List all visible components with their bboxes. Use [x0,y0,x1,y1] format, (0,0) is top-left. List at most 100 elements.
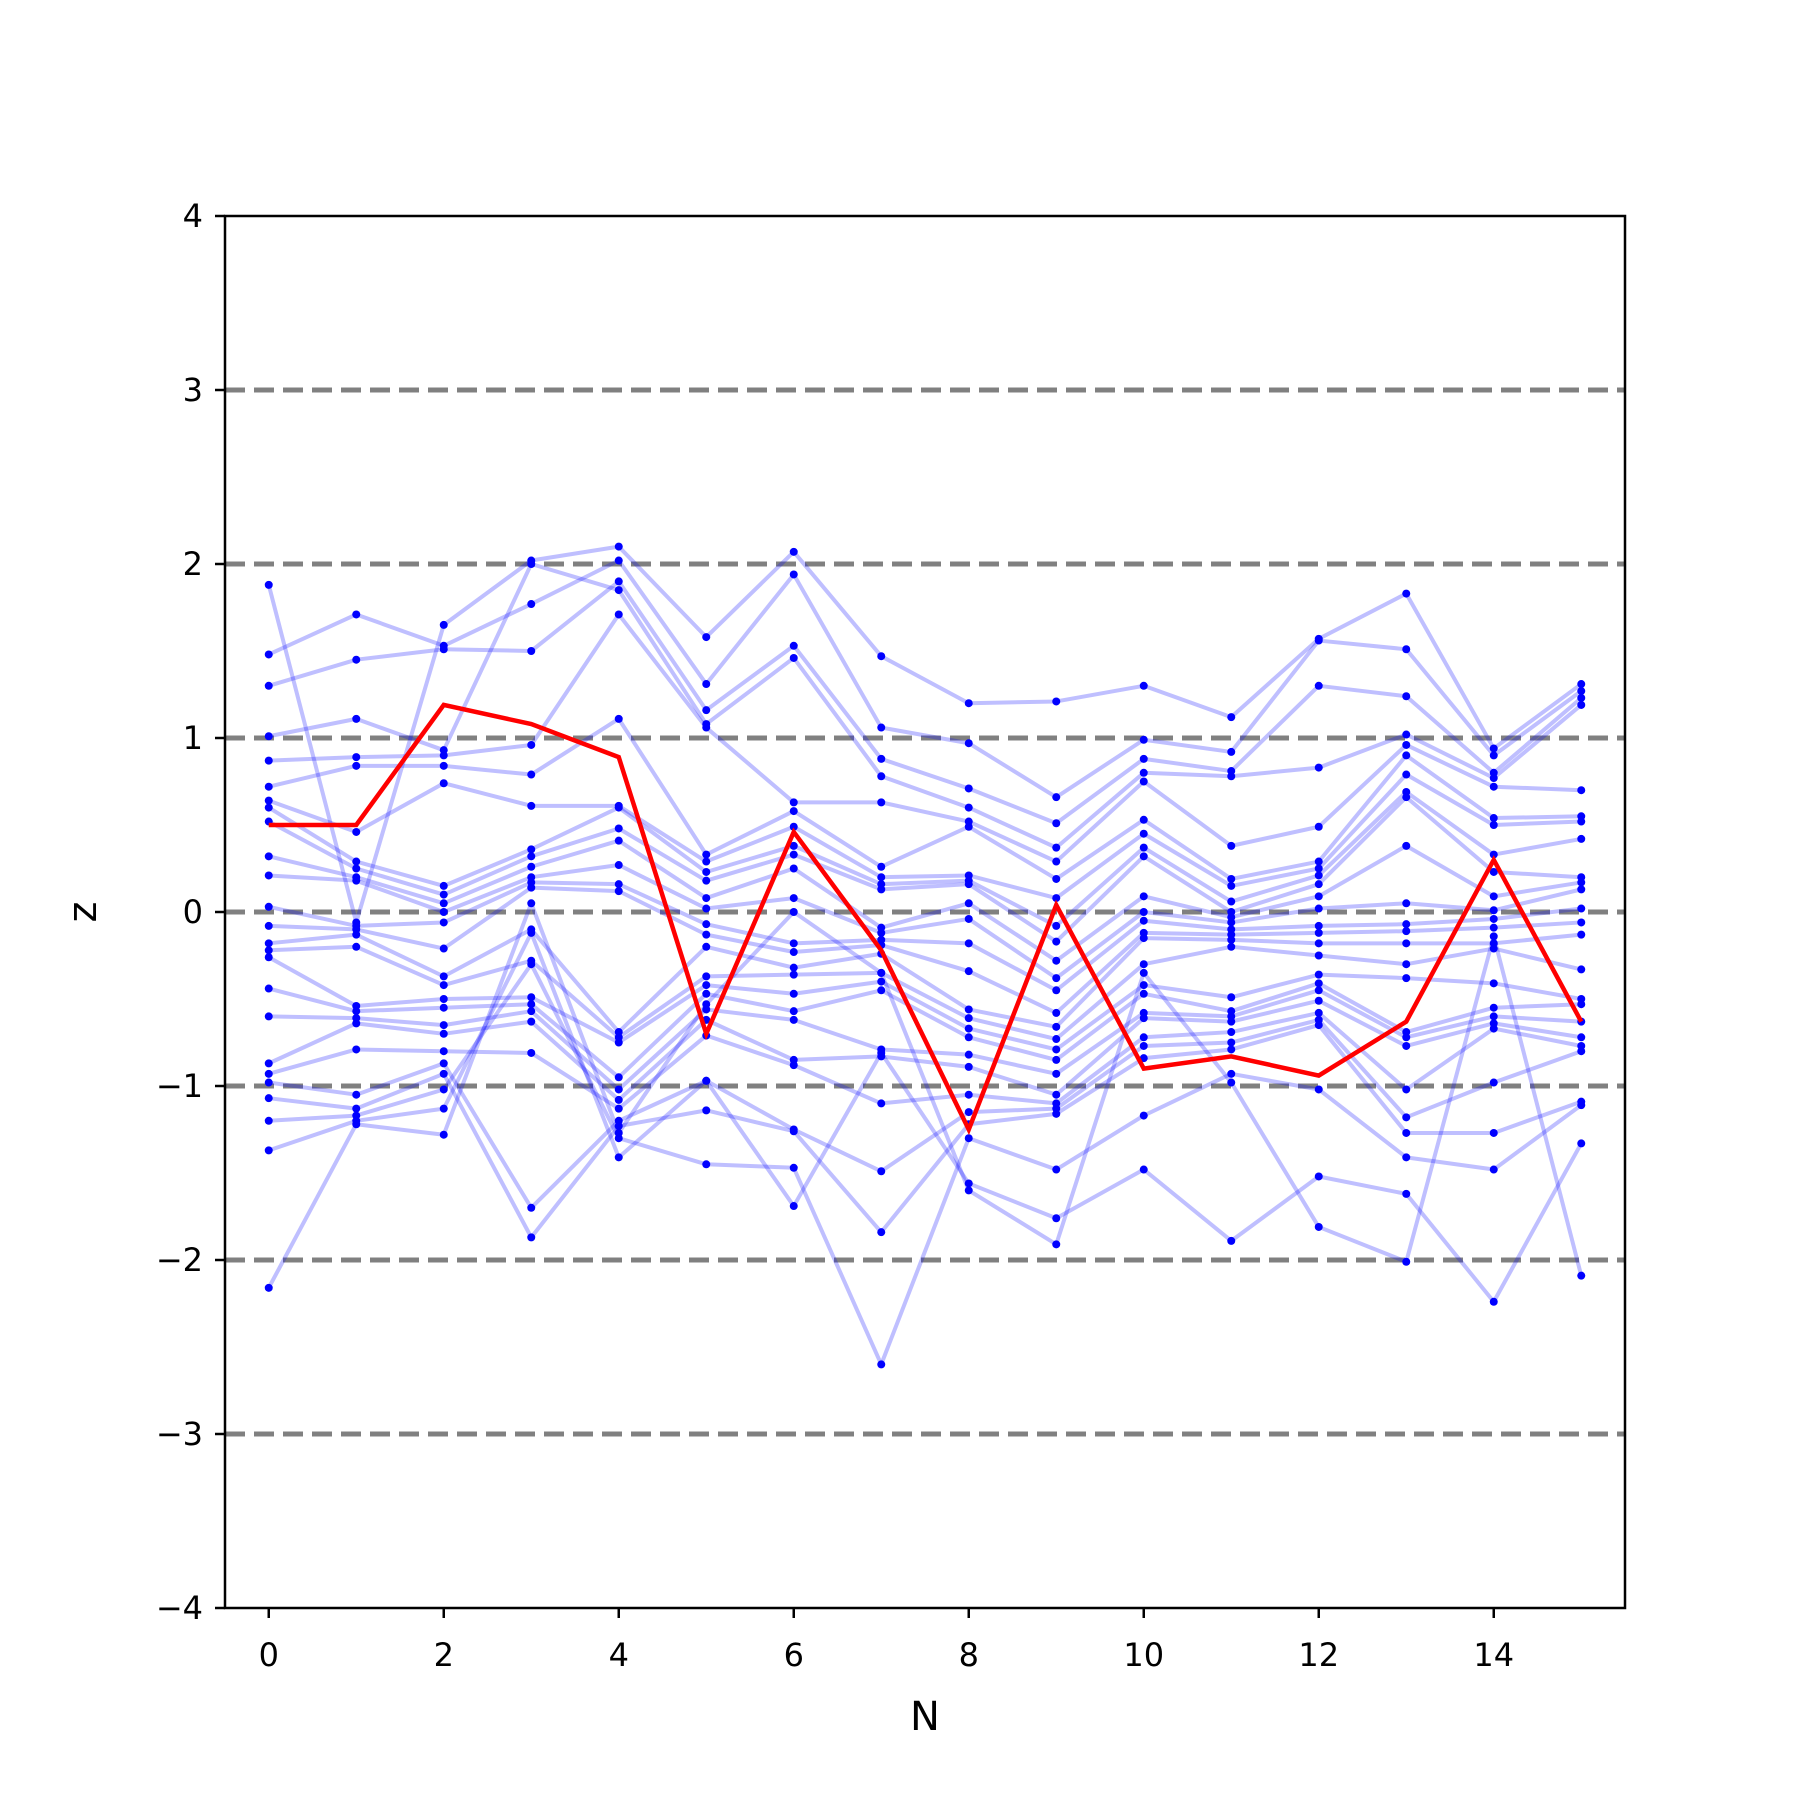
sample-point [1577,834,1586,843]
sample-point [789,547,798,556]
sample-point [1052,986,1061,995]
sample-point [1314,1008,1323,1017]
sample-point [1314,864,1323,873]
sample-point [439,779,448,788]
sample-point [264,946,273,955]
sample-point [877,754,886,763]
sample-point [964,739,973,748]
sample-point [1402,1041,1411,1050]
sample-point [1489,892,1498,901]
sample-point [614,803,623,812]
sample-point [1052,793,1061,802]
sample-point [264,1012,273,1021]
sample-series-line [268,612,1582,864]
x-tick-label: 6 [784,1636,804,1674]
sample-point [1052,894,1061,903]
sample-point [614,1073,623,1082]
sample-point [614,714,623,723]
sample-point [702,850,711,859]
sample-series-line [268,880,1582,993]
sample-point [352,864,361,873]
sample-point [1314,871,1323,880]
sample-point [527,1233,536,1242]
sample-point [614,887,623,896]
sample-point [702,857,711,866]
sample-point [1402,960,1411,969]
sample-point [614,1153,623,1162]
sample-point [1314,904,1323,913]
sample-point [964,822,973,831]
sample-point [439,908,448,916]
sample-point [1227,1045,1236,1054]
sample-point [1314,857,1323,866]
y-tick-label: −3 [156,1415,203,1453]
sample-point [877,1167,886,1176]
sample-point [1402,770,1411,779]
sample-point [1314,636,1323,645]
sample-point [614,577,623,586]
sample-point [1314,880,1323,889]
sample-point [1139,1111,1148,1120]
sample-point [439,881,448,890]
sample-series-line [267,955,1582,1052]
sample-point [1402,645,1411,654]
sample-point [352,761,361,770]
sample-point [352,827,361,836]
y-tick-label: −1 [156,1067,203,1105]
sample-point [352,1120,361,1129]
sample-point [702,876,711,885]
sample-point [1577,817,1586,826]
sample-point [877,1228,886,1237]
highlight-series-line [268,702,1584,1136]
sample-point [614,880,623,889]
sample-point [264,732,273,741]
sample-point [789,850,798,859]
sample-point [439,899,448,908]
sample-point [1052,1214,1061,1223]
sample-point [264,939,273,948]
sample-point [1052,937,1061,946]
sample-point [1577,786,1586,795]
sample-point [264,1059,273,1068]
sample-point [614,556,623,565]
sample-point [1402,1033,1411,1042]
sample-point [1227,918,1236,927]
sample-point [1139,843,1148,852]
sample-point [1139,1033,1148,1042]
sample-point [789,641,798,650]
sample-point [1489,914,1498,923]
sample-point [1139,960,1148,969]
sample-series-line [267,789,1582,928]
sample-point [1489,1165,1498,1174]
sample-point [1489,944,1498,953]
y-tick-label: −4 [156,1589,203,1627]
sample-point [352,1007,361,1016]
sample-point [352,714,361,723]
sample-series-line [268,930,1584,1304]
sample-series-line [266,901,1584,1289]
sample-point [1227,1028,1236,1037]
sample-point [1577,1101,1586,1110]
sample-point [877,873,886,882]
sample-point [264,1094,273,1103]
sample-point [1489,923,1498,932]
sample-point [614,610,623,619]
sample-point [1314,986,1323,995]
sample-point [264,681,273,690]
sample-point [614,586,623,595]
sample-point [702,981,711,990]
sample-point [1139,981,1148,990]
sample-point [1402,730,1411,739]
sample-point [1489,1128,1498,1137]
sample-series-line [268,981,1582,1080]
sample-point [964,939,973,948]
y-axis-ticks: −4 −3 −2 −1 0 1 2 3 4 [156,197,225,1627]
sample-point [1227,1038,1236,1047]
sample-point [1402,927,1411,936]
x-axis-label: N [910,1694,940,1740]
sample-point [1139,916,1148,925]
sample-point [439,1021,448,1030]
sample-point [1489,1024,1498,1033]
sample-point [1402,1153,1411,1162]
sample-point [1227,1017,1236,1026]
